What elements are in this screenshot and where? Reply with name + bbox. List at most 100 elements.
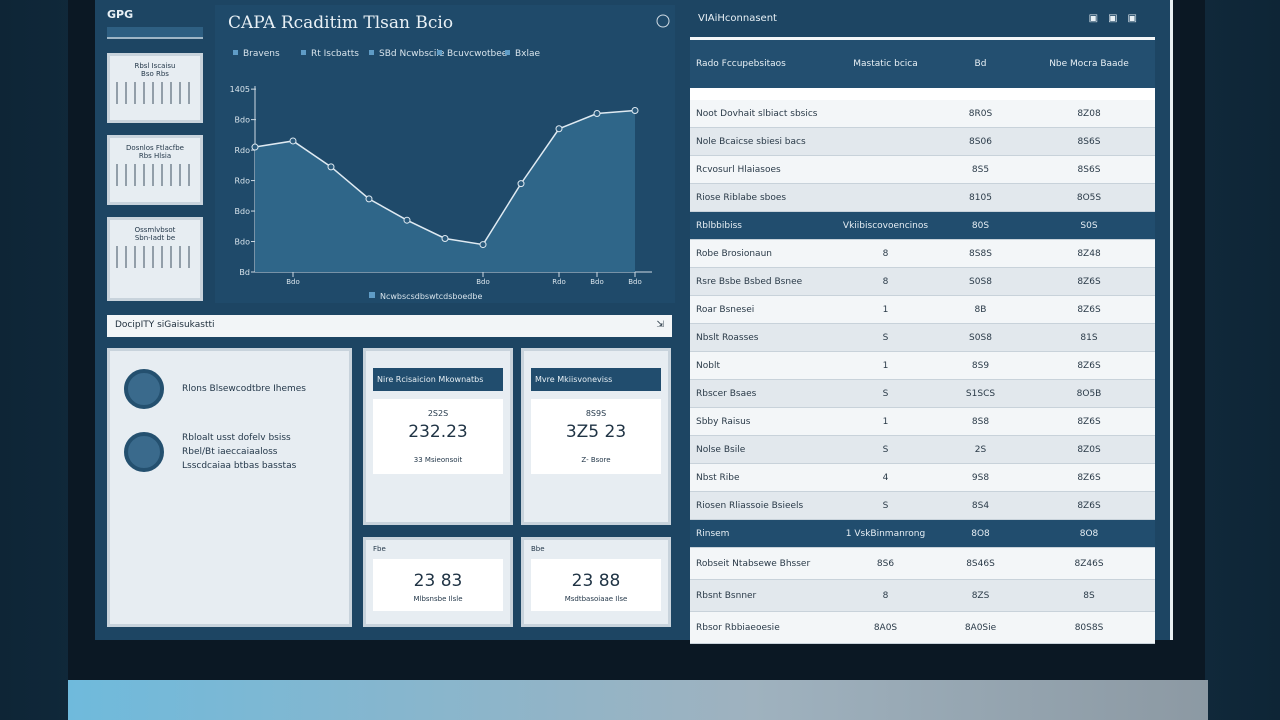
table-header: Rado Fccupebsitaos Mastatic bcica Bd Nbe Mo…: [690, 40, 1155, 88]
table-cell: Riosen Rliassoie Bsieels: [696, 500, 804, 511]
desk: [68, 680, 1208, 720]
table-actions[interactable]: ▣▣▣: [1088, 13, 1147, 24]
table-cell: 1: [882, 304, 889, 315]
header-gap: [690, 88, 1155, 100]
table-rows: Noot Dovhait slbiact sbsics 8R0S 8Z08 Nole …: [690, 100, 1155, 212]
point: [593, 110, 601, 118]
point: [365, 195, 373, 203]
table-row: Riosen Rliassoie Bsieels S 8S4 8Z6S: [690, 492, 1155, 520]
table-row: Robseit Ntabsewe Bhsser 8S6 8S46S 8Z46S: [690, 548, 1155, 580]
table-section-row: Rblbbibiss Vkiibiscovoencinos 80S S0S: [690, 212, 1155, 240]
info-icon: [124, 369, 164, 409]
card-graphic: [116, 164, 194, 186]
table-cell: Roar Bsnesei: [696, 304, 755, 315]
point: [441, 234, 449, 242]
table-row: Nbslt Roasses S S0S8 81S: [690, 324, 1155, 352]
stat-value: 3Z5 23: [565, 422, 627, 442]
legend-swatch: [437, 50, 442, 55]
legend-label: Rt Iscbatts: [311, 49, 359, 59]
stat-title: Mvre Mkiisvoneviss: [531, 368, 661, 391]
table-cell: 8Z6S: [1077, 416, 1101, 427]
info-line: Rbel/Bt iaeccaiaaloss: [182, 447, 278, 457]
stat-title: Nire Rcisaicion Mkownatbs: [373, 368, 503, 391]
point: [403, 216, 411, 224]
table-cell: 1: [882, 416, 889, 427]
table-cell: S0S: [1080, 220, 1098, 231]
table-row: Sbby Raisus 1 8S8 8Z6S: [690, 408, 1155, 436]
section-title: DocipITY siGaisukastti: [115, 320, 215, 330]
table-cell: S: [882, 444, 889, 455]
table-row: Rsre Bsbe Bsbed Bsnee 8 S0S8 8Z6S: [690, 268, 1155, 296]
table-row: Riose Riblabe sboes 8105 8O5S: [690, 184, 1155, 212]
table-cell: 2S: [974, 444, 987, 455]
table-cell: 8ZS: [971, 590, 990, 601]
table-cell: 8S5: [971, 164, 990, 175]
table-cell: 8S8: [971, 416, 990, 427]
table-header-cell: Nbe Mocra Baade: [1049, 59, 1129, 69]
table-titlebar: VIAiHconnasent ▣▣▣: [690, 5, 1155, 37]
table-cell: S: [882, 332, 889, 343]
info-text: Rlons Blsewcodtbre Ihemes: [182, 382, 306, 396]
info-panel: Rlons Blsewcodtbre Ihemes Rbloalt usst do…: [107, 348, 352, 627]
logo: GPG: [107, 8, 203, 44]
table-cell: 8Z48: [1077, 248, 1101, 259]
table-cell: Sbby Raisus: [696, 416, 751, 427]
table-cell: Riose Riblabe sboes: [696, 192, 787, 203]
table-cell: Noot Dovhait slbiact sbsics: [696, 108, 818, 119]
y-tick-label: Bd: [239, 268, 250, 277]
stat-foot: 33 Msieonsoit: [413, 456, 463, 464]
table-cell: 8Z08: [1077, 108, 1101, 119]
table-group: Noot Dovhait slbiact sbsics 8R0S 8Z08 Nole …: [690, 100, 1155, 212]
table-rows: Robseit Ntabsewe Bhsser 8S6 8S46S 8Z46S Rbsn…: [690, 548, 1155, 644]
table-cell: Rbsnt Bsnner: [696, 590, 757, 601]
point: [289, 137, 297, 145]
legend-swatch: [369, 50, 374, 55]
table-header-cell: Mastatic bcica: [853, 59, 918, 69]
stat-top: 2S2S: [427, 409, 449, 418]
table-cell: 8O8: [971, 528, 990, 539]
table-row: Roar Bsnesei 1 8B 8Z6S: [690, 296, 1155, 324]
table-cell: 8: [882, 590, 889, 601]
table-cell: Rbsor Rbbiaeoesie: [696, 622, 780, 633]
x-tick-label: Bdo: [590, 278, 604, 286]
stat-top: 8S9S: [585, 409, 607, 418]
y-tick-label: 1405: [230, 85, 250, 94]
area: [255, 110, 635, 272]
legend-swatch: [233, 50, 238, 55]
card-text: Bso Rbs: [141, 70, 169, 78]
legend-swatch: [505, 50, 510, 55]
legend-label: Bcuvcwotbee: [447, 49, 508, 59]
section-bar: DocipITY siGaisukastti ⇲: [107, 315, 672, 337]
point: [479, 241, 487, 249]
info-line: Rbloalt usst dofelv bsiss: [182, 433, 291, 443]
table-row: Rbsor Rbbiaeoesie 8A0S 8A0Sie 80S8S: [690, 612, 1155, 644]
table-cell: 8S6S: [1077, 136, 1101, 147]
sidebar-card: Rbsl Iscaisu Bso Rbs: [107, 53, 203, 123]
table-row: Noot Dovhait slbiact sbsics 8R0S 8Z08: [690, 100, 1155, 128]
settings-icon[interactable]: [656, 14, 670, 28]
expand-icon[interactable]: ⇲: [656, 320, 664, 330]
table-cell: Rcvosurl Hlaiasoes: [696, 164, 781, 175]
point: [251, 143, 259, 151]
table-cell: 8A0Sie: [964, 622, 997, 633]
table-header-cell: Bd: [974, 59, 987, 69]
table-header-cell: Rado Fccupebsitaos: [696, 59, 786, 69]
stat-label: Bbe: [531, 545, 545, 553]
stat-label: Fbe: [373, 545, 386, 553]
y-tick-label: Rdo: [234, 177, 250, 186]
card-text: Dosnlos Ftlacfbe: [126, 144, 184, 152]
info-item: Rlons Blsewcodtbre Ihemes: [124, 369, 349, 409]
chart-title: CAPA Rcaditim Tlsan Bcio: [228, 13, 453, 33]
table-cell: S0S8: [969, 332, 992, 343]
y-tick-label: Bdo: [235, 238, 251, 247]
table-cell: 81S: [1080, 332, 1098, 343]
info-item: Rbloalt usst dofelv bsiss Rbel/Bt iaeccai…: [124, 431, 349, 473]
info-text: Rbloalt usst dofelv bsiss Rbel/Bt iaeccai…: [182, 431, 296, 473]
table-cell: 8A0S: [873, 622, 898, 633]
point: [327, 163, 335, 171]
table-cell: 1: [882, 360, 889, 371]
legend-swatch: [301, 50, 306, 55]
table-cell: 8: [882, 276, 889, 287]
table-cell: S: [882, 500, 889, 511]
